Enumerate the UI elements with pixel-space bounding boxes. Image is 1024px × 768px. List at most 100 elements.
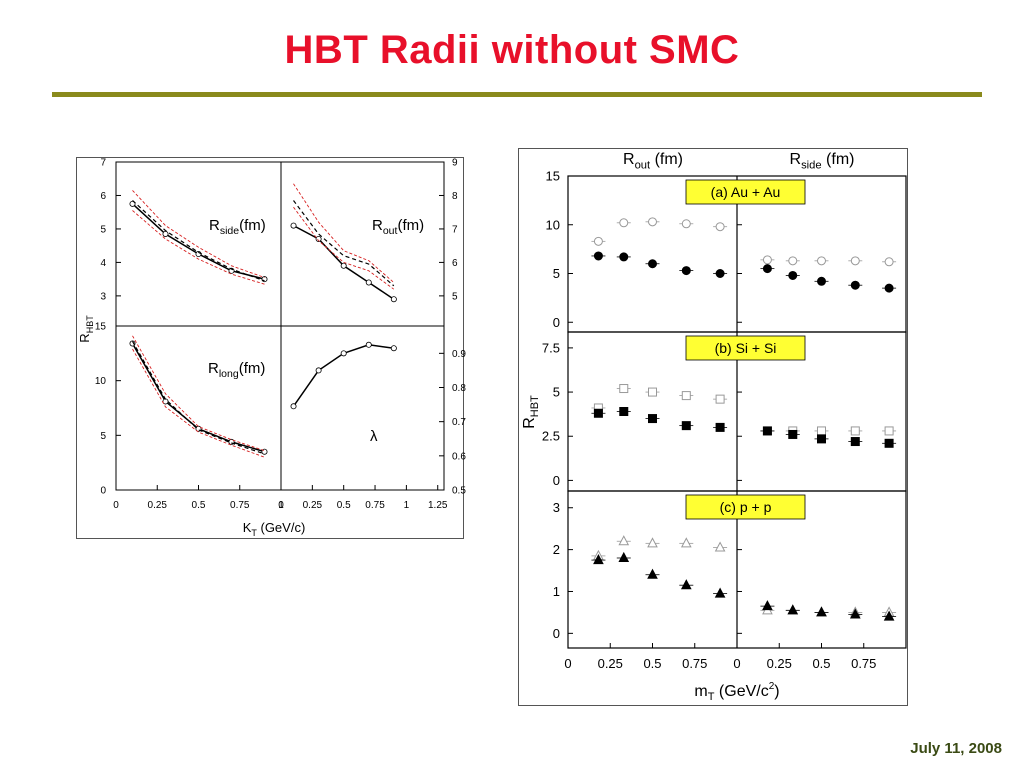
system-label-box xyxy=(685,179,806,205)
side-filled-marker xyxy=(788,270,798,280)
x-tick-label: 1.25 xyxy=(428,500,448,511)
side-open-marker xyxy=(850,426,860,436)
side-filled-marker xyxy=(816,606,827,617)
y-tick-label: 2.5 xyxy=(542,429,560,444)
series-dashed xyxy=(132,200,265,282)
panel-lambda-label: λ xyxy=(370,428,378,445)
x-tick-label: 1 xyxy=(278,500,284,511)
right-figure-frame xyxy=(518,148,908,706)
out-filled-marker xyxy=(593,251,603,261)
slide-title: HBT Radii without SMC xyxy=(284,28,740,72)
y-tick-label: 3 xyxy=(553,500,560,515)
data-point xyxy=(290,403,297,410)
out-open-marker xyxy=(681,219,691,229)
out-filled-marker xyxy=(648,259,657,269)
out-filled-marker xyxy=(619,407,629,416)
x-tick-label: 0 xyxy=(733,656,740,671)
data-point xyxy=(365,341,372,348)
data-point xyxy=(162,230,169,237)
x-tick-label: 0.5 xyxy=(812,656,830,671)
title-divider xyxy=(52,92,982,97)
data-point xyxy=(390,345,397,352)
y-tick-label: 0 xyxy=(553,626,560,641)
side-open-marker xyxy=(884,257,894,267)
col-title-side: Rside (fm) xyxy=(790,151,855,171)
side-filled-marker xyxy=(788,429,798,439)
y-tick-label: 6 xyxy=(452,258,458,269)
data-point xyxy=(390,296,397,303)
x-axis-label: mT (GeV/c2) xyxy=(694,681,779,703)
y-tick-label: 15 xyxy=(95,322,107,333)
x-tick-label: 0.25 xyxy=(303,500,323,511)
data-point xyxy=(315,367,322,374)
x-tick-label: 1 xyxy=(404,500,410,511)
out-open-marker xyxy=(593,236,603,246)
series-dashed xyxy=(293,200,395,287)
y-tick-label: 0 xyxy=(553,473,560,488)
side-filled-marker xyxy=(850,280,860,290)
series-dashed xyxy=(131,341,265,455)
y-tick-label: 10 xyxy=(546,217,560,232)
y-tick-label: 0 xyxy=(100,486,106,497)
y-tick-label: 5 xyxy=(452,291,458,302)
series-band-upper xyxy=(132,190,265,278)
out-open-marker xyxy=(715,222,725,232)
side-filled-marker xyxy=(849,608,861,619)
series-band-lower xyxy=(132,210,265,285)
y-tick-label: 0.8 xyxy=(452,383,466,394)
system-label: (b) Si + Si xyxy=(715,340,777,356)
out-filled-marker xyxy=(619,252,629,262)
y-tick-label: 4 xyxy=(100,258,106,269)
out-open-marker xyxy=(618,535,630,546)
y-tick-label: 0.6 xyxy=(452,451,466,462)
side-open-marker xyxy=(817,256,826,266)
y-tick-label: 5 xyxy=(100,431,106,442)
series-band-upper xyxy=(132,335,265,452)
col-title-out: Rout (fm) xyxy=(623,151,683,171)
side-open-marker xyxy=(884,426,894,436)
x-tick-label: 0.25 xyxy=(148,500,168,511)
panel-lambda-box xyxy=(280,325,445,491)
system-label-box xyxy=(685,494,806,520)
y-axis-label: RHBT xyxy=(77,315,95,343)
panel-side-label: Rside(fm) xyxy=(209,217,266,237)
out-filled-marker xyxy=(618,551,630,562)
out-filled-marker xyxy=(680,579,692,590)
out-open-marker xyxy=(648,387,657,397)
out-open-marker xyxy=(619,384,629,394)
y-tick-label: 1 xyxy=(553,584,560,599)
out-open-marker xyxy=(714,541,726,552)
y-tick-label: 6 xyxy=(100,191,106,202)
x-tick-label: 0.25 xyxy=(598,656,623,671)
side-open-marker xyxy=(762,255,772,265)
out-filled-marker xyxy=(681,266,691,276)
system-label-box xyxy=(685,335,806,361)
panel-out: 5 6 7 8 9 Rout(fm) xyxy=(280,158,458,327)
side-filled-marker xyxy=(883,610,895,621)
x-tick-label: 0.5 xyxy=(337,500,351,511)
side-filled-marker xyxy=(884,438,894,448)
panel-out-label: Rout(fm) xyxy=(372,217,424,237)
side-open-marker xyxy=(850,256,860,266)
y-tick-label: 2 xyxy=(553,542,560,557)
side-filled-marker xyxy=(817,434,826,444)
out-filled-marker xyxy=(681,421,691,431)
side-filled-marker xyxy=(787,604,799,615)
series-band-lower xyxy=(293,206,395,290)
y-tick-label: 7 xyxy=(100,158,106,169)
x-tick-label: 0.75 xyxy=(851,656,876,671)
data-point xyxy=(340,350,347,357)
out-open-marker xyxy=(619,218,629,228)
x-tick-label: 0 xyxy=(113,500,119,511)
y-tick-label: 0.9 xyxy=(452,349,466,360)
series-band-upper xyxy=(293,183,395,283)
x-tick-label: 0.5 xyxy=(643,656,661,671)
side-filled-marker xyxy=(762,426,772,436)
system-label: (a) Au + Au xyxy=(711,184,781,200)
side-filled-marker xyxy=(762,600,773,611)
series-band-lower xyxy=(132,348,265,458)
row-square: 0 2.5 5 7.5 (b) Si + Si xyxy=(542,331,907,492)
data-point xyxy=(365,279,372,286)
